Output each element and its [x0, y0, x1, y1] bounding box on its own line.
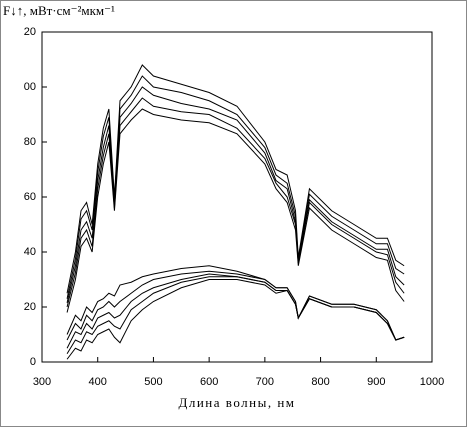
series-line	[66, 86, 405, 303]
x-axis-label: Длина волны, нм	[178, 395, 295, 410]
x-tick-label: 500	[144, 376, 162, 388]
y-tick-label: 60	[24, 191, 36, 203]
x-tick-label: 900	[367, 376, 385, 388]
x-tick-label: 700	[256, 376, 274, 388]
x-tick-label: 600	[200, 376, 218, 388]
y-axis-label: F↓↑, мВт·см⁻²мкм⁻¹	[3, 3, 115, 18]
y-tick-label: 20	[24, 301, 36, 313]
series-line	[66, 97, 405, 308]
y-tick-label: 80	[24, 136, 36, 148]
series-line	[66, 64, 405, 294]
series-line	[66, 273, 405, 349]
x-tick-label: 800	[311, 376, 329, 388]
x-tick-label: 300	[33, 376, 51, 388]
y-tick-label: 40	[24, 246, 36, 258]
y-tick-label: 20	[24, 26, 36, 38]
series-line	[66, 75, 405, 299]
x-tick-label: 1000	[420, 376, 444, 388]
series-line	[66, 265, 405, 341]
y-tick-label: 00	[24, 81, 36, 93]
x-tick-label: 400	[89, 376, 107, 388]
y-tick-label: 0	[30, 356, 36, 368]
series-line	[66, 108, 405, 313]
